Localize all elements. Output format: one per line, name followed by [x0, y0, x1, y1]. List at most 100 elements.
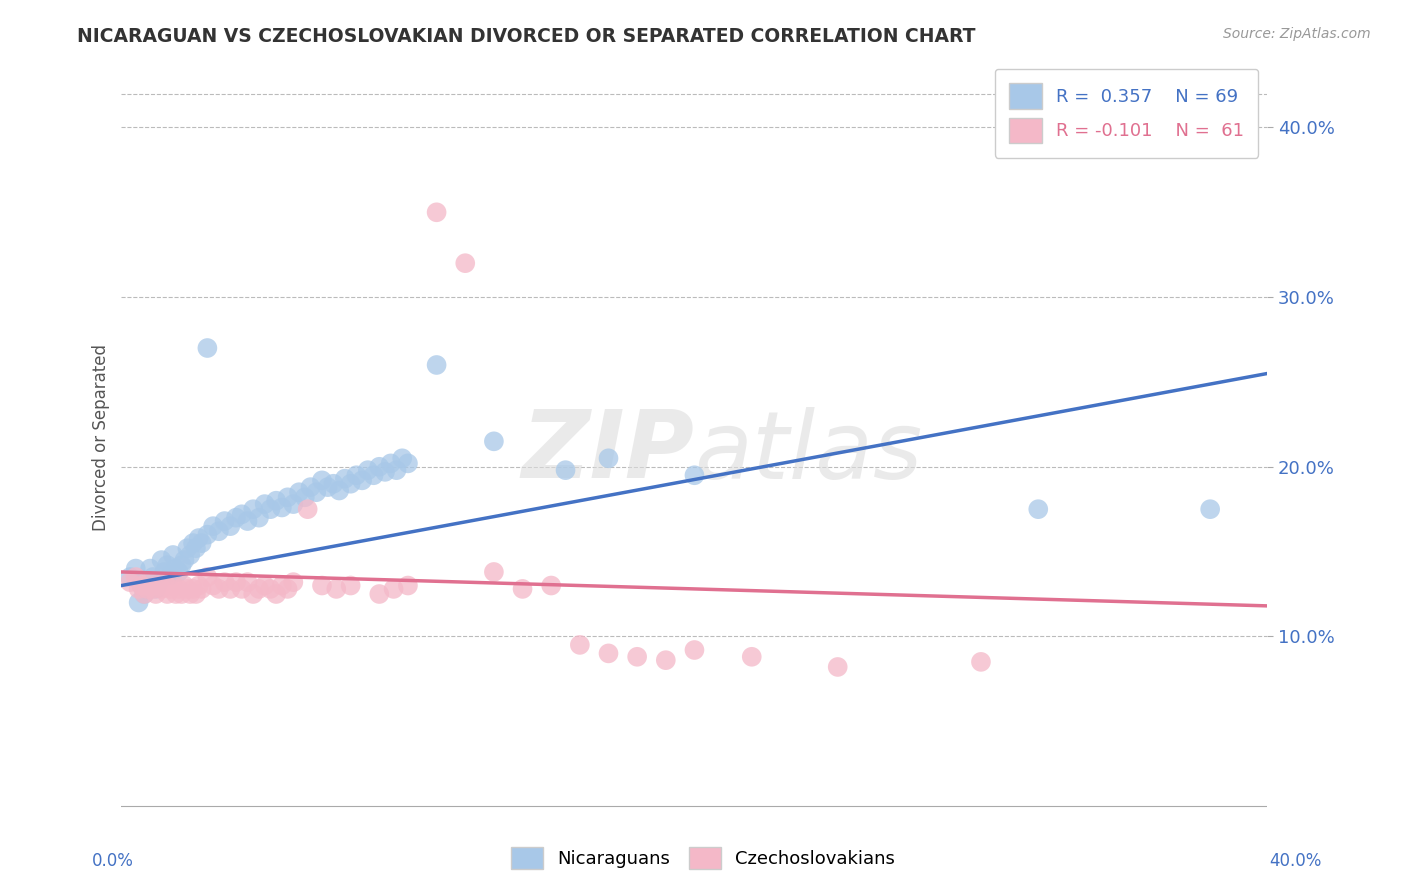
Point	[181, 582, 204, 596]
Point	[328, 483, 350, 498]
Point	[339, 476, 361, 491]
Point	[136, 578, 159, 592]
Point	[142, 570, 165, 584]
Text: ZIP: ZIP	[522, 406, 695, 498]
Point	[277, 491, 299, 505]
Point	[165, 587, 187, 601]
Point	[167, 582, 190, 596]
Text: Source: ZipAtlas.com: Source: ZipAtlas.com	[1223, 27, 1371, 41]
Point	[159, 582, 181, 596]
Point	[156, 587, 179, 601]
Point	[391, 451, 413, 466]
Point	[219, 519, 242, 533]
Point	[1026, 502, 1049, 516]
Text: 0.0%: 0.0%	[91, 852, 134, 870]
Point	[131, 578, 153, 592]
Point	[125, 570, 148, 584]
Point	[253, 578, 276, 592]
Point	[156, 558, 179, 573]
Point	[225, 510, 247, 524]
Point	[426, 205, 449, 219]
Point	[187, 531, 209, 545]
Point	[219, 582, 242, 596]
Point	[236, 575, 259, 590]
Point	[380, 456, 402, 470]
Point	[299, 480, 322, 494]
Point	[827, 660, 849, 674]
Point	[118, 575, 141, 590]
Point	[288, 485, 311, 500]
Point	[259, 502, 281, 516]
Point	[294, 491, 316, 505]
Point	[598, 646, 620, 660]
Point	[179, 548, 201, 562]
Point	[741, 649, 763, 664]
Point	[214, 514, 236, 528]
Point	[236, 514, 259, 528]
Point	[167, 565, 190, 579]
Point	[118, 570, 141, 584]
Point	[363, 468, 385, 483]
Point	[482, 565, 505, 579]
Point	[305, 485, 328, 500]
Point	[170, 587, 193, 601]
Point	[145, 587, 167, 601]
Point	[357, 463, 380, 477]
Point	[655, 653, 678, 667]
Point	[134, 587, 156, 601]
Point	[540, 578, 562, 592]
Point	[150, 553, 173, 567]
Point	[202, 578, 225, 592]
Point	[170, 558, 193, 573]
Text: atlas: atlas	[695, 407, 922, 498]
Point	[270, 578, 292, 592]
Point	[128, 582, 150, 596]
Point	[197, 527, 219, 541]
Point	[283, 497, 305, 511]
Point	[247, 582, 270, 596]
Point	[125, 561, 148, 575]
Point	[277, 582, 299, 596]
Point	[264, 493, 287, 508]
Point	[142, 582, 165, 596]
Point	[145, 582, 167, 596]
Legend: Nicaraguans, Czechoslovakians: Nicaraguans, Czechoslovakians	[502, 838, 904, 879]
Point	[165, 561, 187, 575]
Point	[454, 256, 477, 270]
Legend: R =  0.357    N = 69, R = -0.101    N =  61: R = 0.357 N = 69, R = -0.101 N = 61	[994, 69, 1258, 158]
Point	[253, 497, 276, 511]
Point	[283, 575, 305, 590]
Point	[136, 582, 159, 596]
Point	[159, 568, 181, 582]
Point	[264, 587, 287, 601]
Point	[368, 587, 391, 601]
Point	[231, 508, 253, 522]
Point	[311, 578, 333, 592]
Point	[139, 561, 162, 575]
Point	[626, 649, 648, 664]
Point	[148, 575, 170, 590]
Point	[208, 524, 231, 539]
Point	[683, 468, 706, 483]
Point	[270, 500, 292, 515]
Point	[382, 582, 405, 596]
Point	[176, 582, 198, 596]
Point	[231, 582, 253, 596]
Point	[173, 578, 195, 592]
Point	[385, 463, 408, 477]
Point	[482, 434, 505, 449]
Point	[368, 459, 391, 474]
Point	[344, 468, 367, 483]
Point	[396, 578, 419, 592]
Point	[242, 587, 264, 601]
Point	[197, 341, 219, 355]
Point	[683, 643, 706, 657]
Text: NICARAGUAN VS CZECHOSLOVAKIAN DIVORCED OR SEPARATED CORRELATION CHART: NICARAGUAN VS CZECHOSLOVAKIAN DIVORCED O…	[77, 27, 976, 45]
Point	[176, 541, 198, 556]
Point	[153, 575, 176, 590]
Point	[352, 473, 374, 487]
Point	[512, 582, 534, 596]
Point	[148, 578, 170, 592]
Point	[554, 463, 576, 477]
Point	[197, 570, 219, 584]
